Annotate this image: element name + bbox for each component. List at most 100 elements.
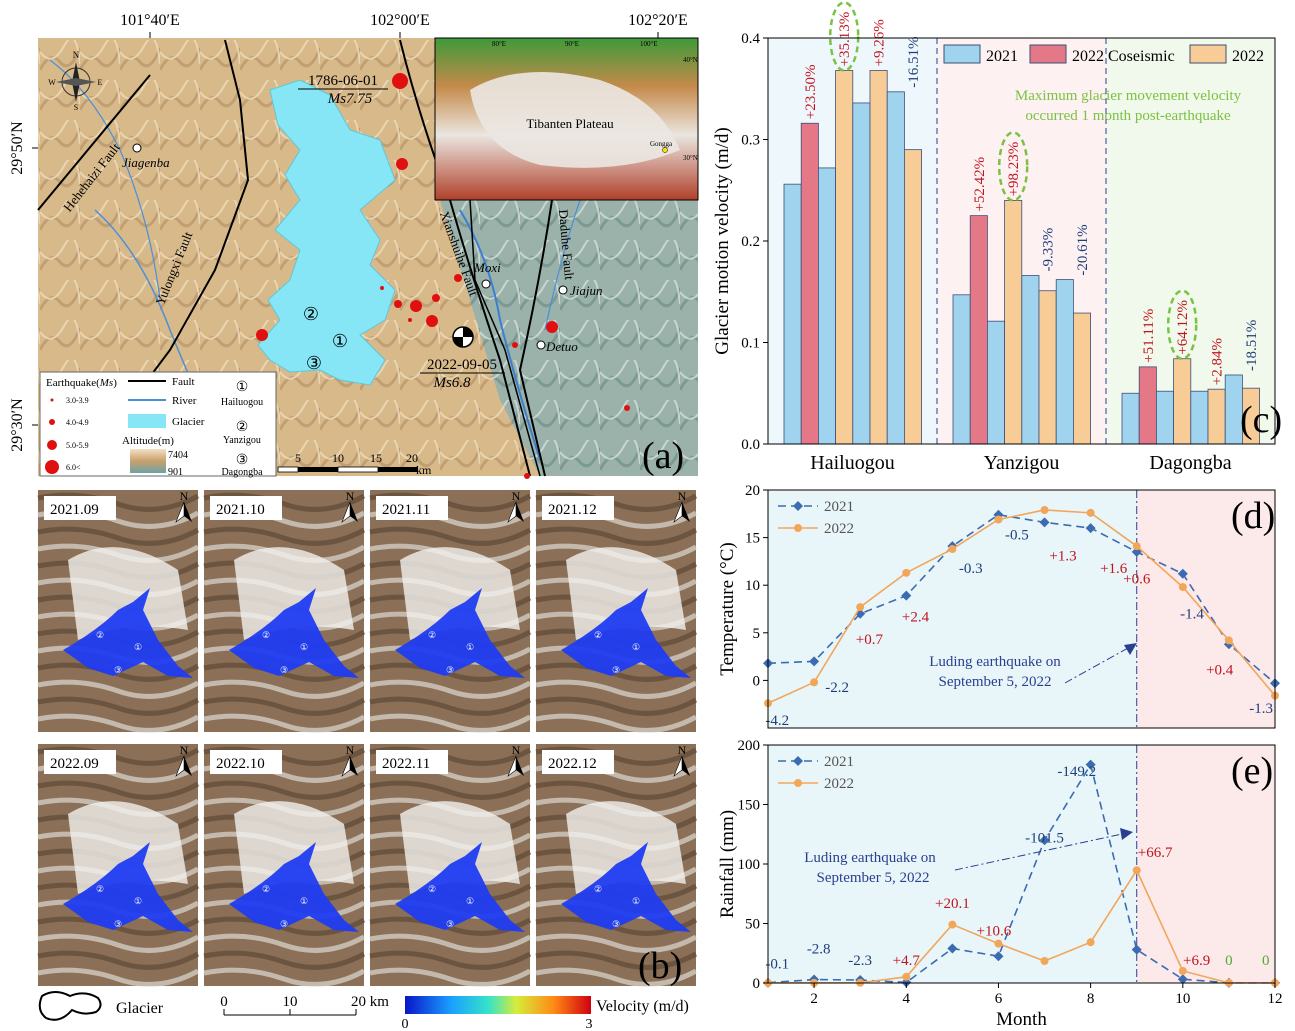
earthquake-marker <box>546 321 558 333</box>
lon-label-2: 102°00′E <box>370 12 430 29</box>
town-marker <box>536 340 546 350</box>
tile-marker-hailuogou: ① <box>466 896 474 906</box>
town-marker <box>481 279 491 289</box>
terrain-texture <box>369 780 532 800</box>
fault-line <box>139 39 250 391</box>
north-label: N <box>180 489 189 503</box>
panel-a-label: (a) <box>642 435 684 477</box>
inset-plateau <box>470 72 680 168</box>
terrain-texture <box>535 746 698 766</box>
tile-marker-yanzigou: ② <box>96 630 104 640</box>
legend-glacier-num: ② <box>236 420 249 435</box>
tile-label-bg <box>542 750 614 774</box>
focal-mechanism-icon <box>452 326 474 348</box>
velocity-field <box>561 588 691 678</box>
lon-label-3: 102°20′E <box>628 12 688 29</box>
panel-b-label: (b) <box>638 945 682 987</box>
river <box>459 209 541 461</box>
velocity-label: Velocity (m/d) <box>596 998 689 1015</box>
velocity-colorbar <box>405 996 591 1014</box>
north-arrow-icon <box>341 755 351 777</box>
north-arrow-icon <box>175 755 185 777</box>
tile-marker-dagongba: ③ <box>446 665 454 675</box>
tile-marker-dagongba: ③ <box>280 919 288 929</box>
legend-glacier: Glacier <box>172 416 205 428</box>
tile-date-label: 2022.12 <box>548 756 597 772</box>
north-arrow-icon <box>184 502 192 522</box>
snow-cover <box>234 801 354 894</box>
inset-coord: 40°N <box>683 56 698 64</box>
panel-b-tiles: ② ① ③ 2021.09 N ② ① ③ 2021.10 N ② ① ③ 2021.11 N ② ① ③ 2021… <box>37 489 698 987</box>
tile-marker-yanzigou: ② <box>594 630 602 640</box>
compass-s: S <box>74 103 78 112</box>
terrain-texture <box>203 679 366 699</box>
terrain-texture <box>369 679 532 699</box>
tile-label-bg <box>376 496 448 520</box>
scale-number: 15 <box>370 451 382 465</box>
glacier-legend-label: Glacier <box>116 1000 164 1017</box>
earthquake-marker <box>524 473 530 479</box>
tile-marker-hailuogou: ① <box>300 642 308 652</box>
map-lowland <box>440 200 698 476</box>
terrain-texture <box>203 780 366 800</box>
tile-date-label: 2021.10 <box>216 502 265 518</box>
tile-date-label: 2021.11 <box>382 502 430 518</box>
earthquake-marker <box>392 73 408 89</box>
legend-eq-marker <box>45 460 59 474</box>
map-scale-bar <box>277 466 418 473</box>
legend-altitude-max: 7404 <box>168 450 188 461</box>
terrain-texture <box>369 492 532 512</box>
inset-place: Gongga <box>650 140 673 148</box>
north-arrow-icon <box>350 502 358 522</box>
tile-marker-dagongba: ③ <box>114 919 122 929</box>
legend-altitude-ramp <box>130 449 166 473</box>
event-2022-mag: Ms6.8 <box>432 375 471 391</box>
velocity-field <box>63 588 193 678</box>
legend-eq-class: 3.0-3.9 <box>66 396 89 405</box>
event-1786-date: 1786-06-01 <box>308 73 378 89</box>
velocity-field <box>561 842 691 932</box>
earthquake-marker <box>396 158 408 170</box>
north-arrow-icon <box>341 501 351 523</box>
legend-eq-class: 5.0-5.9 <box>66 441 89 450</box>
north-arrow-icon <box>682 756 690 776</box>
compass-rose-icon <box>56 62 96 102</box>
terrain-texture <box>535 780 698 800</box>
terrain-texture <box>203 696 366 716</box>
glacier-legend-icon <box>38 991 102 1021</box>
town-name: Moxi <box>473 260 501 275</box>
event-2022-date: 2022-09-05 <box>427 357 497 373</box>
terrain-texture <box>369 696 532 716</box>
fault-name: Daduhe Fault <box>556 209 577 281</box>
north-label: N <box>512 743 521 757</box>
lat-label-2: 29°30′N <box>9 398 26 452</box>
terrain-texture <box>535 526 698 546</box>
tile-date-label: 2022.09 <box>50 756 99 772</box>
tile-marker-hailuogou: ① <box>632 896 640 906</box>
snow-cover <box>566 801 686 894</box>
tile-label-bg <box>210 750 282 774</box>
tile-label-bg <box>542 496 614 520</box>
legend-glacier-name: Dagongba <box>221 467 263 478</box>
earthquake-marker <box>432 294 440 302</box>
lon-label-1: 101°40′E <box>120 12 180 29</box>
tile-marker-yanzigou: ② <box>428 630 436 640</box>
north-label: N <box>512 489 521 503</box>
terrain-texture <box>37 492 200 512</box>
legend-altitude-min: 901 <box>168 467 183 478</box>
lat-label-1: 29°50′N <box>9 121 26 175</box>
terrain-texture <box>369 713 532 733</box>
inset-coord: 90°E <box>565 40 579 48</box>
velocity-field <box>229 842 359 932</box>
earthquake-marker <box>624 405 630 411</box>
terrain-texture <box>37 696 200 716</box>
earthquake-marker <box>394 300 402 308</box>
terrain-texture <box>37 950 200 970</box>
terrain-texture <box>203 967 366 987</box>
fault-line <box>518 199 553 477</box>
velocity-max: 3 <box>586 1017 593 1031</box>
north-label: N <box>180 743 189 757</box>
town-marker <box>558 285 568 295</box>
tile-marker-yanzigou: ② <box>262 630 270 640</box>
